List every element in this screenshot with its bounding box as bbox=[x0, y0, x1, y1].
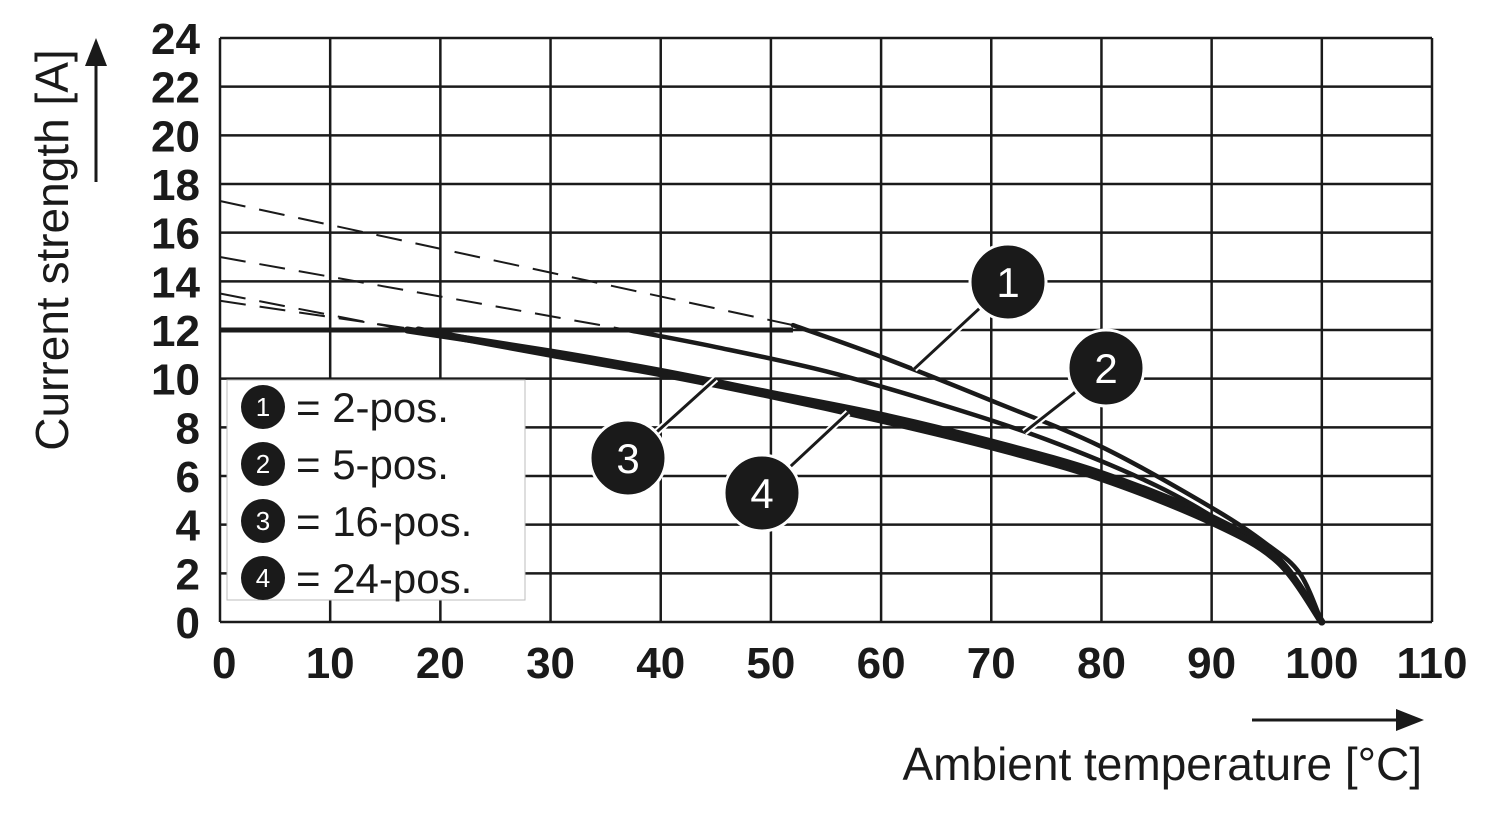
callout-marker-label: 1 bbox=[996, 259, 1019, 306]
x-tick-label: 100 bbox=[1285, 639, 1358, 688]
x-tick-labels: 0 10 20 30 40 50 60 70 80 90 100 110 bbox=[212, 639, 1467, 688]
callout-leader bbox=[913, 306, 982, 371]
legend: 1 = 2-pos. 2 = 5-pos. 3 = 16-pos. 4 = 24-pos. bbox=[226, 379, 526, 602]
series-4-extrapolation bbox=[219, 299, 419, 331]
y-tick-label: 0 bbox=[176, 599, 200, 648]
y-axis-label: Current strength [A] bbox=[26, 49, 78, 450]
y-tick-label: 10 bbox=[151, 356, 200, 405]
y-axis-arrow bbox=[85, 38, 107, 182]
legend-entry-text: = 5-pos. bbox=[296, 441, 449, 488]
y-tick-label: 16 bbox=[151, 210, 200, 259]
callouts: 1 2 3 4 bbox=[588, 242, 1146, 533]
x-tick-label: 0 bbox=[212, 639, 236, 688]
curves bbox=[219, 200, 1326, 626]
callout-marker bbox=[722, 453, 802, 533]
x-tick-label: 30 bbox=[526, 639, 575, 688]
legend-marker-label: 3 bbox=[256, 506, 270, 536]
x-tick-label: 70 bbox=[967, 639, 1016, 688]
y-tick-label: 8 bbox=[176, 404, 200, 453]
legend-marker bbox=[241, 385, 285, 429]
x-tick-label: 10 bbox=[306, 639, 355, 688]
x-tick-label: 20 bbox=[416, 639, 465, 688]
legend-marker bbox=[241, 499, 285, 543]
callout-leader bbox=[1023, 390, 1078, 434]
x-axis-arrow bbox=[1252, 709, 1424, 731]
series-2-extrapolation bbox=[219, 256, 628, 331]
legend-entry-text: = 2-pos. bbox=[296, 384, 449, 431]
x-tick-label: 80 bbox=[1077, 639, 1126, 688]
series-1-curve bbox=[790, 322, 1325, 625]
y-tick-label: 2 bbox=[176, 550, 200, 599]
legend-marker bbox=[241, 556, 285, 600]
callout-marker-label: 3 bbox=[616, 435, 639, 482]
legend-marker-label: 1 bbox=[256, 392, 270, 422]
y-tick-label: 18 bbox=[151, 161, 200, 210]
x-axis-label: Ambient temperature [°C] bbox=[903, 738, 1423, 790]
x-tick-label: 50 bbox=[746, 639, 795, 688]
legend-marker bbox=[241, 442, 285, 486]
legend-marker-label: 2 bbox=[256, 449, 270, 479]
series-4-curve bbox=[414, 326, 1326, 626]
y-tick-label: 4 bbox=[176, 502, 201, 551]
callout-marker bbox=[1066, 328, 1146, 408]
y-tick-label: 14 bbox=[151, 258, 200, 307]
callout-marker bbox=[588, 418, 668, 498]
y-tick-label: 12 bbox=[151, 307, 200, 356]
x-tick-label: 40 bbox=[636, 639, 685, 688]
legend-entry-text: = 16-pos. bbox=[296, 498, 472, 545]
callout-marker bbox=[968, 242, 1048, 322]
callout-leader bbox=[655, 377, 717, 434]
series-1-extrapolation bbox=[219, 200, 794, 327]
legend-marker-label: 4 bbox=[256, 563, 270, 593]
y-tick-label: 20 bbox=[151, 112, 200, 161]
callout-marker-label: 2 bbox=[1094, 345, 1117, 392]
y-tick-label: 6 bbox=[176, 453, 200, 502]
x-tick-label: 90 bbox=[1187, 639, 1236, 688]
callout-marker-label: 4 bbox=[750, 470, 773, 517]
y-tick-label: 24 bbox=[151, 15, 200, 64]
x-tick-label: 110 bbox=[1397, 639, 1468, 688]
grid bbox=[218, 36, 1434, 624]
series-3-extrapolation bbox=[219, 292, 408, 331]
legend-entry-text: = 24-pos. bbox=[296, 555, 472, 602]
callout-leader bbox=[788, 411, 850, 469]
x-tick-label: 60 bbox=[857, 639, 906, 688]
y-tick-label: 22 bbox=[151, 64, 200, 113]
